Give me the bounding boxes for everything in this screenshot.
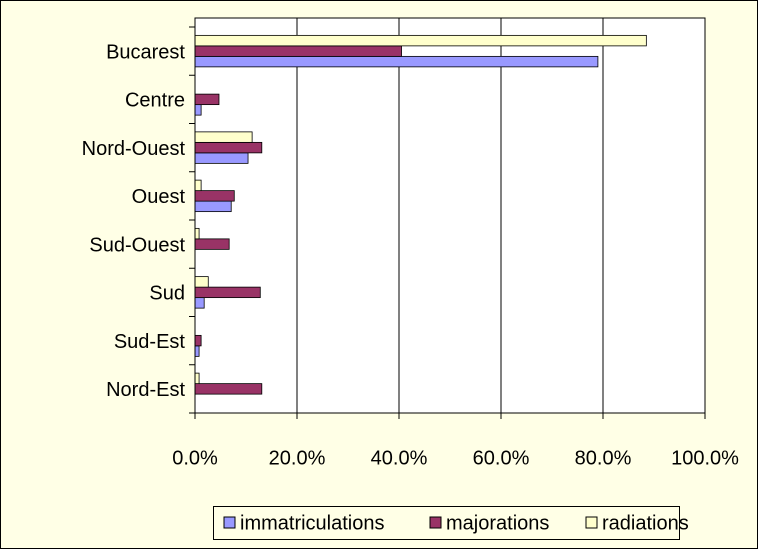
- bar: [194, 227, 200, 240]
- bar: [194, 372, 200, 385]
- plot-area: [194, 17, 706, 414]
- x-tick-label: 80.0%: [575, 447, 632, 469]
- bar: [194, 238, 230, 250]
- x-tick-label: 40.0%: [371, 447, 428, 469]
- bar: [194, 34, 647, 47]
- y-tick-label: Centre: [125, 90, 185, 112]
- x-tick-label: 60.0%: [473, 447, 530, 469]
- bar: [194, 276, 209, 288]
- x-tick-label: 20.0%: [269, 447, 326, 469]
- bar: [194, 200, 232, 213]
- x-tick-label: 0.0%: [172, 447, 218, 469]
- y-tick-label: Nord-Est: [106, 379, 185, 401]
- bar: [194, 45, 402, 57]
- bar: [194, 297, 205, 309]
- y-tick-label: Sud-Ouest: [89, 234, 185, 256]
- legend-box: [213, 506, 680, 540]
- bar: [194, 190, 235, 202]
- legend-label: radiations: [602, 512, 689, 534]
- y-tick-label: Ouest: [132, 186, 186, 208]
- bar: [194, 141, 263, 154]
- bar: [194, 131, 253, 143]
- y-tick-label: Sud-Est: [114, 331, 186, 353]
- legend-label: immatriculations: [240, 512, 384, 534]
- legend-label: majorations: [446, 512, 549, 534]
- bar: [194, 383, 263, 395]
- y-tick-label: Sud: [149, 283, 185, 305]
- bar: [194, 104, 202, 116]
- bar: [194, 152, 249, 164]
- legend-swatch: [585, 516, 598, 529]
- bar: [194, 179, 202, 192]
- bar: [194, 55, 599, 68]
- x-tick-label: 100.0%: [671, 447, 739, 469]
- y-tick-label: Nord-Ouest: [82, 138, 186, 160]
- legend-swatch: [429, 516, 442, 529]
- bar: [194, 286, 261, 299]
- y-tick-label: Bucarest: [106, 41, 185, 63]
- bar: [194, 345, 200, 357]
- bar: [194, 93, 220, 106]
- legend-swatch: [223, 516, 236, 529]
- bar: [194, 334, 202, 347]
